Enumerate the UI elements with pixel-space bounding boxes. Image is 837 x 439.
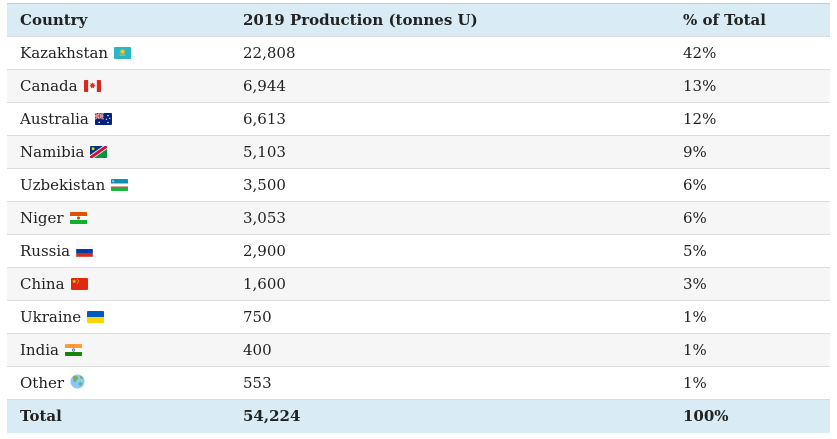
country-name: Niger	[20, 209, 64, 227]
total-percent: 100%	[670, 399, 830, 433]
production-value: 5,103	[230, 135, 670, 169]
country-cell: India	[7, 333, 230, 367]
production-value: 400	[230, 333, 670, 367]
country-cell: Ukraine	[7, 300, 230, 334]
flag-india-icon	[64, 344, 82, 356]
table-body: Kazakhstan 22,808 42% Canada 6,944 13% A…	[7, 36, 830, 400]
country-cell: Kazakhstan	[7, 36, 230, 70]
percent-value: 42%	[670, 36, 830, 70]
flag-niger-icon	[69, 212, 87, 224]
country-name: Namibia	[20, 143, 85, 161]
percent-value: 6%	[670, 168, 830, 202]
percent-value: 3%	[670, 267, 830, 301]
percent-value: 1%	[670, 333, 830, 367]
country-name: Russia	[20, 242, 71, 260]
production-value: 553	[230, 366, 670, 400]
percent-value: 12%	[670, 102, 830, 136]
flag-australia-icon	[94, 113, 112, 125]
country-name: Other	[20, 374, 65, 392]
percent-value: 9%	[670, 135, 830, 169]
country-cell: Niger	[7, 201, 230, 235]
country-cell: Canada	[7, 69, 230, 103]
flag-uzbekistan-icon	[111, 179, 129, 191]
production-value: 3,500	[230, 168, 670, 202]
table-header-row: Country 2019 Production (tonnes U) % of …	[7, 3, 830, 37]
table-row: Kazakhstan 22,808 42%	[7, 36, 830, 70]
country-cell: Namibia	[7, 135, 230, 169]
percent-value: 1%	[670, 300, 830, 334]
country-name: Australia	[20, 110, 89, 128]
table-row: Uzbekistan 3,500 6%	[7, 168, 830, 202]
total-row: Total 54,224 100%	[7, 399, 830, 433]
table-row: China 1,600 3%	[7, 267, 830, 301]
production-value: 750	[230, 300, 670, 334]
flag-russia-icon	[76, 245, 94, 257]
percent-value: 1%	[670, 366, 830, 400]
production-value: 1,600	[230, 267, 670, 301]
col-header-production: 2019 Production (tonnes U)	[230, 3, 670, 37]
table-row: Australia 6,613 12%	[7, 102, 830, 136]
uranium-production-table: Country 2019 Production (tonnes U) % of …	[7, 3, 830, 433]
table-row: Namibia 5,103 9%	[7, 135, 830, 169]
country-name: Canada	[20, 77, 78, 95]
percent-value: 5%	[670, 234, 830, 268]
country-cell: China	[7, 267, 230, 301]
col-header-country: Country	[7, 3, 230, 37]
flag-china-icon	[70, 278, 88, 290]
total-label: Total	[7, 399, 230, 433]
percent-value: 13%	[670, 69, 830, 103]
country-cell: Other	[7, 366, 230, 400]
country-cell: Australia	[7, 102, 230, 136]
flag-kazakhstan-icon	[114, 47, 132, 59]
production-value: 6,944	[230, 69, 670, 103]
production-value: 2,900	[230, 234, 670, 268]
flag-canada-icon	[83, 80, 101, 92]
total-production: 54,224	[230, 399, 670, 433]
flag-globe-icon	[70, 374, 85, 389]
percent-value: 6%	[670, 201, 830, 235]
production-value: 22,808	[230, 36, 670, 70]
country-name: India	[20, 341, 59, 359]
country-name: Kazakhstan	[20, 44, 109, 62]
flag-ukraine-icon	[87, 311, 105, 323]
uranium-production-table-container: Country 2019 Production (tonnes U) % of …	[7, 3, 830, 433]
production-value: 6,613	[230, 102, 670, 136]
country-name: China	[20, 275, 65, 293]
production-value: 3,053	[230, 201, 670, 235]
country-name: Ukraine	[20, 308, 82, 326]
table-row: Other 553 1%	[7, 366, 830, 400]
table-row: India 400 1%	[7, 333, 830, 367]
flag-namibia-icon	[90, 146, 108, 158]
table-row: Ukraine 750 1%	[7, 300, 830, 334]
country-cell: Russia	[7, 234, 230, 268]
country-name: Uzbekistan	[20, 176, 106, 194]
table-row: Niger 3,053 6%	[7, 201, 830, 235]
table-row: Canada 6,944 13%	[7, 69, 830, 103]
country-cell: Uzbekistan	[7, 168, 230, 202]
table-row: Russia 2,900 5%	[7, 234, 830, 268]
col-header-percent: % of Total	[670, 3, 830, 37]
